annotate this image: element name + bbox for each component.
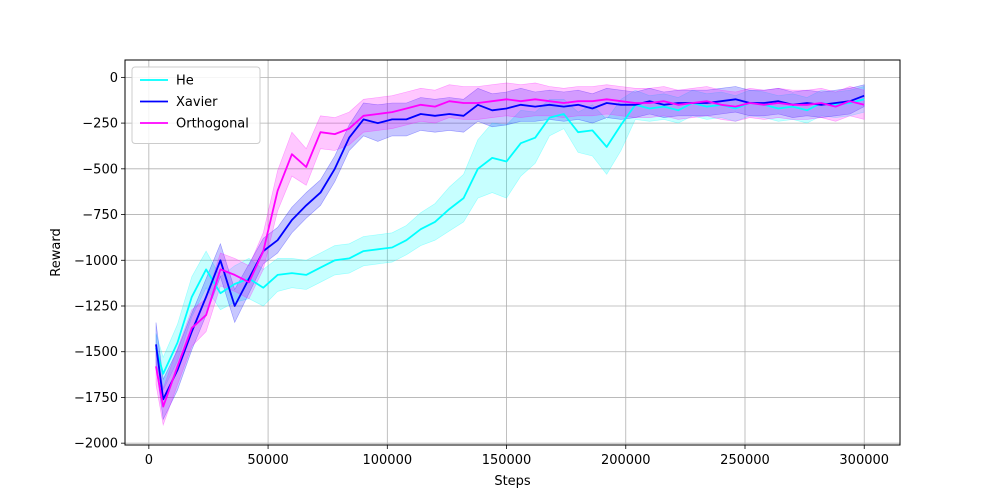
x-tick-label: 200000	[601, 453, 651, 468]
x-tick-label: 100000	[362, 453, 412, 468]
orthogonal-band	[155, 82, 865, 427]
confidence-bands	[155, 82, 865, 427]
y-axis-label: Reward	[49, 228, 64, 276]
x-tick-label: 250000	[720, 453, 770, 468]
x-tick-label: 0	[145, 453, 153, 468]
x-axis: 0 50000 100000 150000 200000 250000 300000	[145, 445, 889, 468]
series-lines	[155, 94, 865, 408]
y-tick-label: −1250	[74, 299, 118, 314]
y-tick-label: −1750	[74, 391, 118, 406]
legend-label-he: He	[176, 74, 194, 89]
legend: He Xavier Orthogonal	[131, 66, 261, 144]
y-tick-label: −1000	[74, 254, 118, 269]
y-tick-label: −1500	[74, 345, 118, 360]
y-tick-label: −2000	[74, 437, 118, 452]
y-tick-label: −500	[82, 162, 118, 177]
axes-frame	[124, 59, 901, 446]
x-tick-label: 300000	[839, 453, 889, 468]
legend-label-orthogonal: Orthogonal	[176, 117, 249, 132]
x-tick-label: 150000	[482, 453, 532, 468]
he-band	[155, 86, 865, 391]
xavier-band	[155, 84, 865, 421]
legend-box	[131, 66, 261, 144]
y-tick-label: −250	[82, 117, 118, 132]
x-tick-label: 50000	[247, 453, 288, 468]
y-tick-label: −750	[82, 208, 118, 223]
y-axis: 0 −250 −500 −750 −1000 −1250 −1500 −1750 −2000	[74, 71, 125, 452]
xavier-line	[155, 94, 865, 401]
x-axis-label: Steps	[494, 474, 531, 489]
y-tick-label: 0	[110, 71, 118, 86]
orthogonal-line	[155, 98, 865, 408]
legend-label-xavier: Xavier	[176, 95, 218, 110]
